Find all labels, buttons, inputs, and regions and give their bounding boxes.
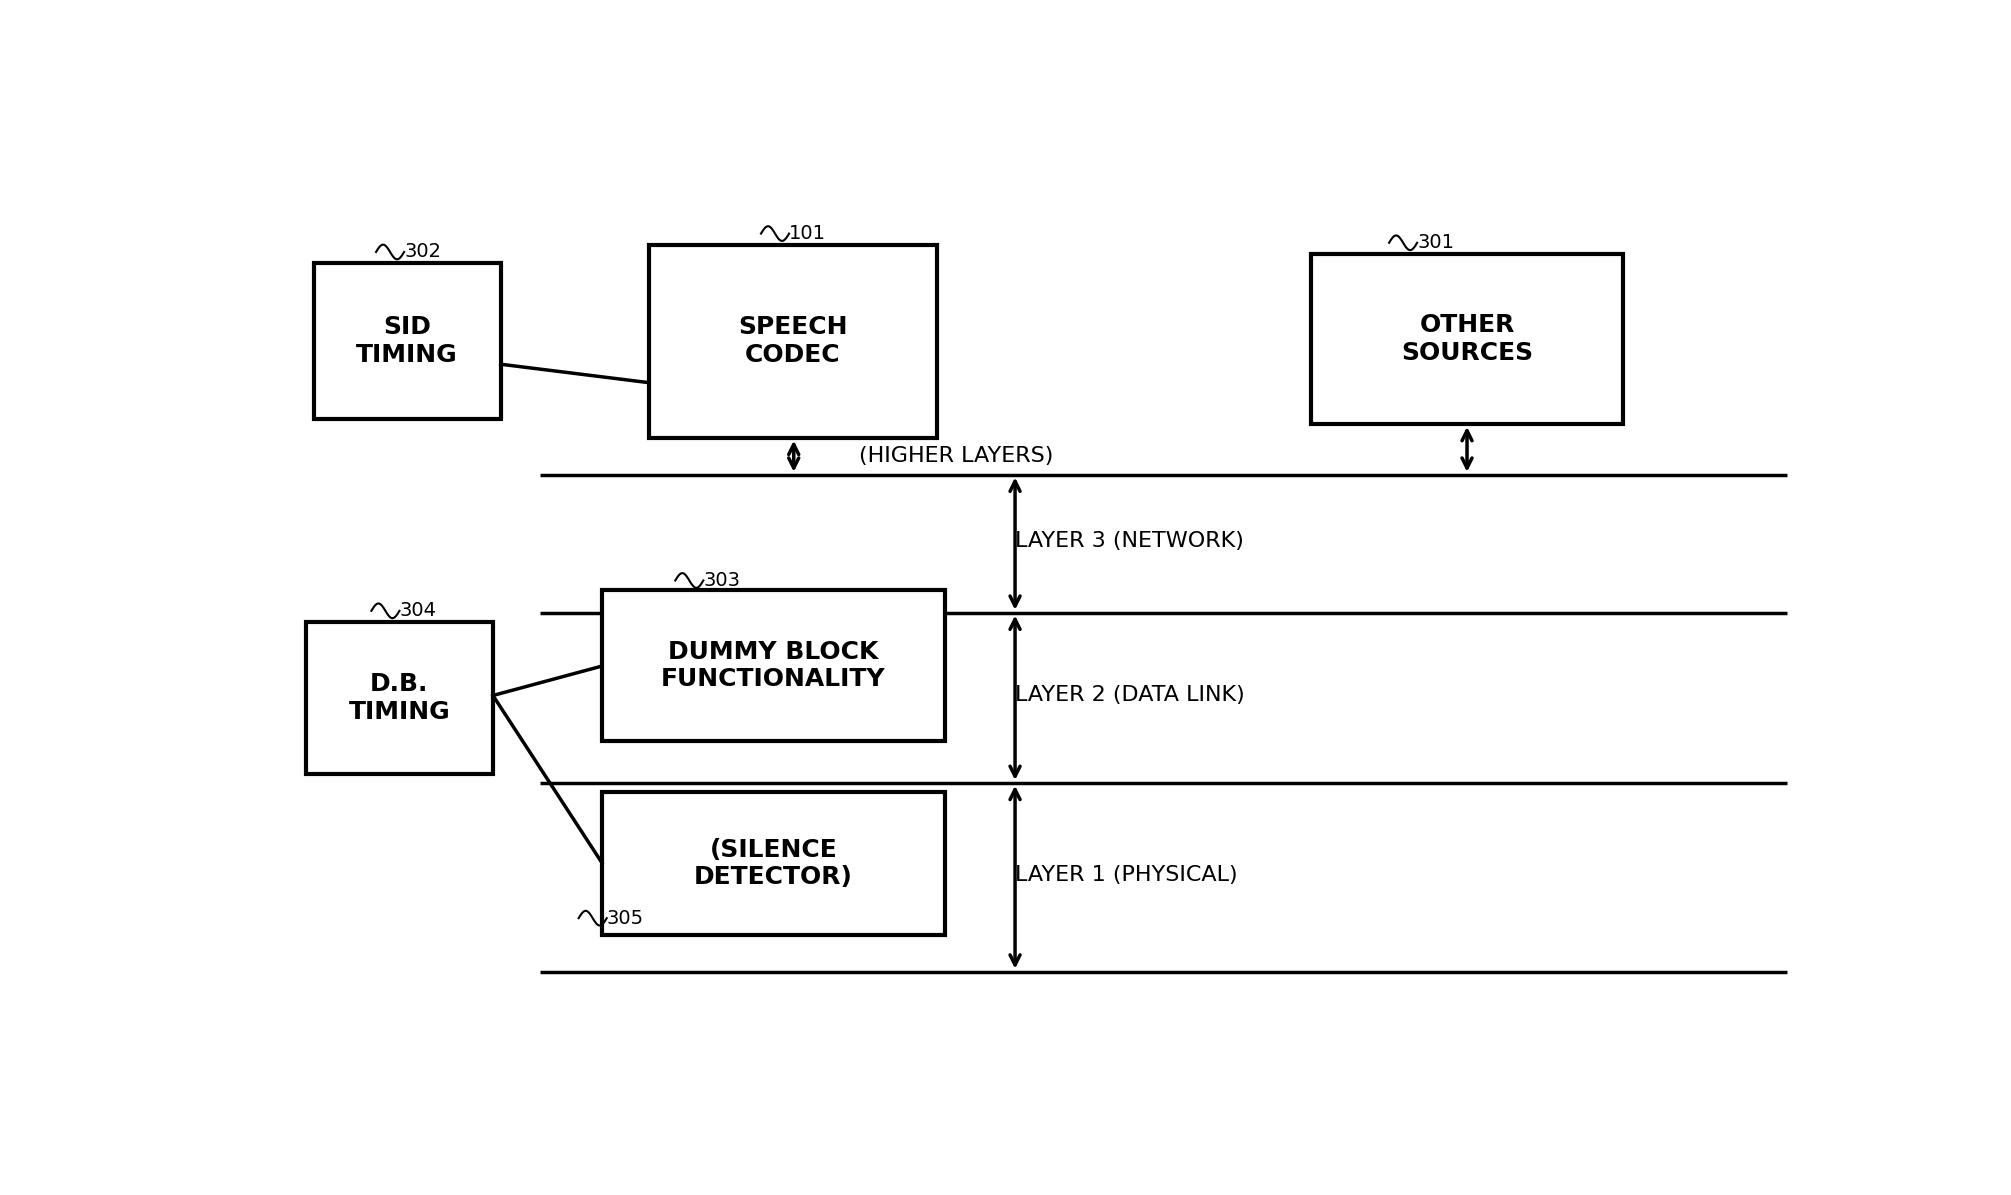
Text: 301: 301: [1418, 233, 1454, 252]
Bar: [306, 621, 493, 773]
Text: SPEECH
CODEC: SPEECH CODEC: [738, 315, 849, 367]
Text: SID
TIMING: SID TIMING: [356, 315, 459, 367]
Text: OTHER
SOURCES: OTHER SOURCES: [1402, 313, 1532, 364]
Text: D.B.
TIMING: D.B. TIMING: [348, 672, 450, 724]
Text: 101: 101: [788, 225, 827, 243]
Text: (HIGHER LAYERS): (HIGHER LAYERS): [859, 446, 1054, 466]
Bar: [314, 263, 501, 419]
Bar: [601, 589, 945, 741]
Bar: [601, 792, 945, 934]
Text: 304: 304: [400, 601, 436, 620]
Bar: [1311, 253, 1623, 424]
Text: 302: 302: [404, 243, 440, 262]
Text: 303: 303: [704, 571, 740, 590]
Text: DUMMY BLOCK
FUNCTIONALITY: DUMMY BLOCK FUNCTIONALITY: [662, 639, 885, 692]
Text: LAYER 2 (DATA LINK): LAYER 2 (DATA LINK): [1016, 686, 1245, 705]
Text: LAYER 3 (NETWORK): LAYER 3 (NETWORK): [1016, 531, 1245, 551]
Text: (SILENCE
DETECTOR): (SILENCE DETECTOR): [694, 838, 853, 889]
Text: 305: 305: [607, 908, 644, 927]
Bar: [650, 245, 937, 437]
Text: LAYER 1 (PHYSICAL): LAYER 1 (PHYSICAL): [1016, 865, 1237, 885]
